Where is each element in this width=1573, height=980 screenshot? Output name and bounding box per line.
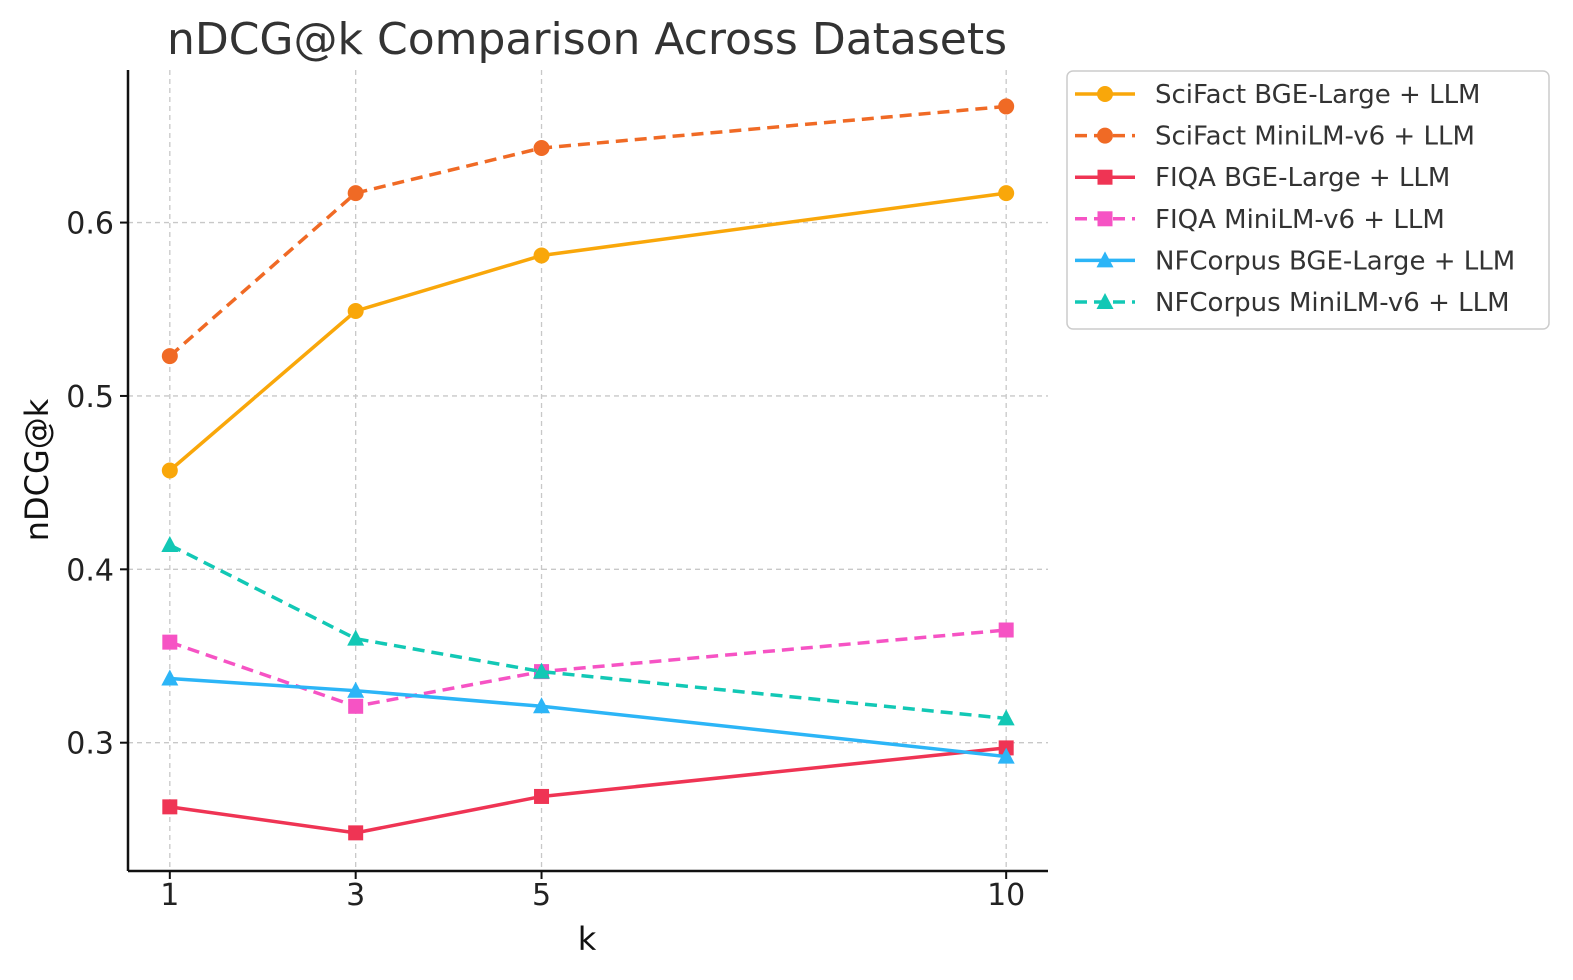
data-point	[162, 634, 178, 650]
series-line	[169, 676, 1007, 759]
legend-item: SciFact MiniLM-v6 + LLM	[1075, 122, 1475, 152]
x-tick-label: 3	[346, 878, 365, 913]
legend-item: FIQA MiniLM-v6 + LLM	[1075, 205, 1445, 235]
legend-item: NFCorpus MiniLM-v6 + LLM	[1075, 288, 1510, 318]
data-point	[533, 662, 551, 679]
legend-label: NFCorpus MiniLM-v6 + LLM	[1155, 288, 1510, 318]
data-point	[347, 302, 364, 319]
series-3	[162, 622, 1014, 714]
y-tick-label: 0.3	[66, 727, 114, 762]
data-point	[998, 98, 1015, 115]
data-point	[348, 825, 364, 841]
series-line	[169, 543, 1007, 721]
legend-label: NFCorpus BGE-Large + LLM	[1155, 246, 1515, 276]
series-2	[162, 740, 1014, 841]
x-tick-label: 10	[987, 878, 1025, 913]
data-point	[534, 788, 550, 804]
y-axis-label: nDCG@k	[18, 398, 56, 541]
data-point	[348, 698, 364, 714]
data-point	[161, 348, 178, 365]
legend-marker	[1097, 211, 1113, 227]
y-tick-label: 0.4	[66, 553, 114, 588]
data-point	[347, 681, 365, 698]
x-axis-label: k	[578, 920, 597, 958]
grid	[128, 70, 1048, 871]
data-point	[533, 697, 551, 714]
legend-marker	[1097, 169, 1113, 185]
data-point	[162, 799, 178, 815]
data-point	[347, 185, 364, 202]
data-point	[997, 747, 1015, 764]
y-tick-label: 0.5	[66, 380, 114, 415]
legend-marker	[1097, 127, 1113, 144]
axes	[126, 70, 1048, 873]
y-tick-label: 0.6	[66, 207, 114, 242]
legend-frame	[1066, 70, 1550, 330]
legend: SciFact BGE-Large + LLM SciFact MiniLM-v6…	[1066, 70, 1550, 330]
data-point	[347, 629, 365, 646]
data-point	[161, 536, 179, 553]
series-group	[161, 98, 1015, 841]
legend-label: FIQA MiniLM-v6 + LLM	[1155, 205, 1445, 235]
series-5	[161, 536, 1015, 726]
series-line	[168, 104, 1007, 358]
legend-item: FIQA BGE-Large + LLM	[1075, 163, 1450, 193]
series-line	[169, 628, 1007, 709]
legend-label: FIQA BGE-Large + LLM	[1155, 163, 1450, 193]
legend-item: SciFact BGE-Large + LLM	[1075, 80, 1480, 110]
series-line	[168, 191, 1007, 472]
series-1	[161, 98, 1015, 365]
chart-title: nDCG@k Comparison Across Datasets	[167, 14, 1007, 65]
legend-marker	[1096, 251, 1114, 268]
series-4	[161, 669, 1015, 764]
legend-marker	[1097, 86, 1113, 102]
data-point	[533, 140, 550, 157]
data-point	[998, 185, 1015, 202]
y-ticks: 0.3 0.4 0.5 0.6	[66, 207, 128, 762]
x-tick-label: 1	[160, 878, 179, 913]
data-point	[161, 669, 179, 686]
data-point	[998, 622, 1014, 638]
legend-item: NFCorpus BGE-Large + LLM	[1075, 246, 1515, 276]
x-ticks: 1 3 5 10	[160, 871, 1025, 913]
legend-label: SciFact BGE-Large + LLM	[1155, 80, 1480, 110]
data-point	[533, 247, 550, 264]
x-tick-label: 5	[532, 878, 551, 913]
legend-marker	[1096, 293, 1114, 309]
data-point	[161, 462, 178, 479]
series-0	[161, 185, 1015, 479]
series-line	[169, 746, 1007, 835]
data-point	[997, 709, 1015, 726]
legend-label: SciFact MiniLM-v6 + LLM	[1155, 122, 1475, 152]
